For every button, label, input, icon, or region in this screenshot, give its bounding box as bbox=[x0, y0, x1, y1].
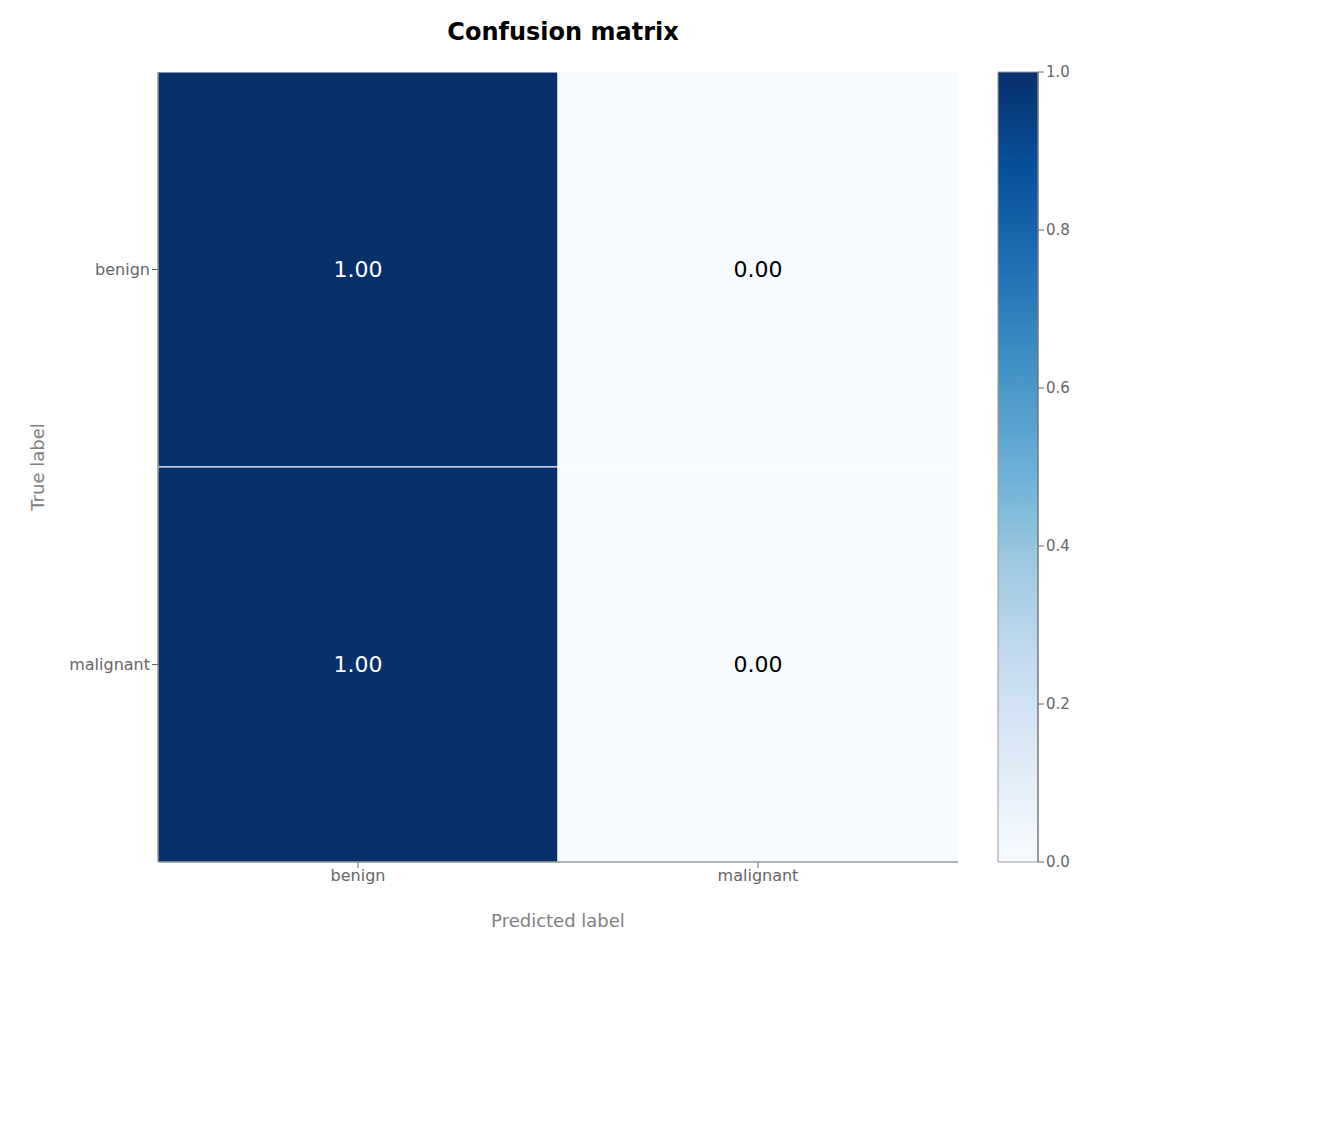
svg-text:benign: benign bbox=[331, 866, 386, 885]
html-text:Confusion matrix: Confusion matrix bbox=[447, 18, 679, 46]
svg-text:0.00: 0.00 bbox=[734, 652, 783, 677]
svg-text:Predicted label: Predicted label bbox=[491, 910, 625, 931]
svg-text:0.2: 0.2 bbox=[1046, 695, 1070, 713]
svg-text:1.0: 1.0 bbox=[1046, 63, 1070, 81]
svg-text:0.6: 0.6 bbox=[1046, 379, 1070, 397]
svg-text:1.00: 1.00 bbox=[334, 652, 383, 677]
svg-text:0.00: 0.00 bbox=[734, 257, 783, 282]
svg-text:malignant: malignant bbox=[718, 866, 799, 885]
svg-text:0.8: 0.8 bbox=[1046, 221, 1070, 239]
svg-text:malignant: malignant bbox=[69, 655, 150, 674]
svg-text:1.00: 1.00 bbox=[334, 257, 383, 282]
svg-text:benign: benign bbox=[95, 260, 150, 279]
svg-text:0.4: 0.4 bbox=[1046, 537, 1070, 555]
svg-text:0.0: 0.0 bbox=[1046, 853, 1070, 871]
svg-text:True label: True label bbox=[27, 423, 48, 512]
